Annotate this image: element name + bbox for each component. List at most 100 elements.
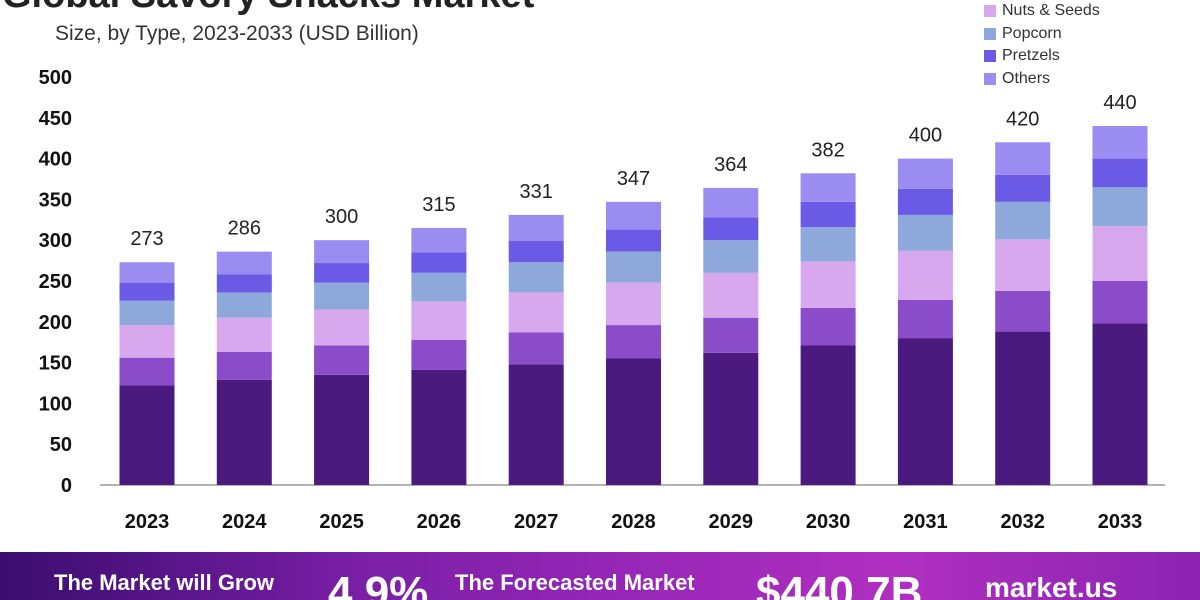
x-tick-label-2028: 2028 [611,511,656,533]
bar-segment-2033-s1 [1092,281,1148,324]
legend-label-pretzels: Pretzels [1002,47,1060,65]
bar-segment-2027-s5 [508,214,564,242]
bar-total-label-2033: 440 [1103,92,1136,114]
bar-total-label-2028: 347 [617,168,650,190]
bar-total-label-2024: 286 [228,218,261,240]
bar-segment-2029-s3 [703,240,759,273]
bar-segment-2028-s2 [606,282,661,326]
legend-label-nuts-seeds: Nuts & Seeds [1002,2,1100,20]
y-tick-label-300: 300 [39,230,72,252]
legend-item-pretzels: Pretzels [984,45,1200,68]
legend: Nuts & Seeds Popcorn Pretzels Others [984,0,1200,90]
bar-segment-2026-s0 [411,369,467,485]
bar-segment-2031-s2 [897,250,953,300]
y-tick-label-350: 350 [39,189,72,211]
bar-segment-2031-s4 [897,188,953,215]
bar-segment-2025-s3 [314,282,370,310]
bar-total-label-2027: 331 [520,181,553,203]
footer-forecast-value: $440.7B [756,568,923,600]
bar-segment-2024-s0 [216,379,272,485]
bar-segment-2032-s4 [995,174,1051,202]
bar-segment-2029-s1 [703,317,759,353]
legend-swatch-others [984,72,996,85]
bar-total-label-2026: 315 [422,194,455,216]
chart-subtitle: Size, by Type, 2023-2033 (USD Billion) [55,22,419,45]
bar-segment-2024-s1 [216,351,272,380]
bar-segment-2028-s1 [606,325,661,359]
bar-segment-2028-s3 [606,251,661,283]
x-tick-label-2026: 2026 [417,511,462,533]
bar-segment-2023-s3 [119,300,175,326]
bar-segment-2025-s4 [314,263,370,283]
bar-segment-2030-s5 [800,173,856,202]
footer-banner: The Market will Grow 4.9% The Forecasted… [0,552,1200,600]
x-tick-label-2032: 2032 [1000,511,1045,533]
bar-segment-2027-s0 [508,364,564,485]
bar-segment-2030-s1 [800,307,856,346]
bar-segment-2033-s0 [1092,323,1148,485]
bar-segment-2031-s5 [897,158,953,189]
bar-segment-2026-s2 [411,301,467,340]
bar-segment-2028-s5 [606,201,661,230]
footer-forecast-label: The Forecasted Market [455,570,695,595]
x-tick-label-2024: 2024 [222,511,267,533]
y-tick-label-200: 200 [39,312,72,334]
bar-segment-2027-s1 [508,332,564,365]
bar-segment-2025-s0 [314,374,370,485]
x-tick-label-2033: 2033 [1098,511,1143,533]
legend-swatch-popcorn [984,27,996,40]
bar-segment-2028-s4 [606,229,661,252]
bar-segment-2029-s4 [703,217,759,241]
y-tick-label-500: 500 [39,67,72,89]
bar-segment-2033-s5 [1092,125,1148,159]
x-tick-label-2025: 2025 [319,511,364,533]
bar-segment-2033-s2 [1092,226,1148,281]
chart-title: Global Savory Snacks Market [2,0,534,17]
y-tick-label-400: 400 [39,149,72,171]
bar-segment-2025-s1 [314,345,370,375]
bar-segment-2030-s0 [800,345,856,485]
x-tick-label-2031: 2031 [903,511,948,533]
bar-segment-2024-s5 [216,251,272,275]
bar-segment-2024-s3 [216,292,272,318]
y-tick-label-250: 250 [39,271,72,293]
bar-segment-2026-s5 [411,227,467,253]
bar-segment-2030-s3 [800,227,856,262]
bar-segment-2025-s2 [314,309,370,346]
bar-segment-2024-s2 [216,317,272,352]
bar-segment-2033-s4 [1092,158,1148,188]
x-tick-label-2029: 2029 [709,511,754,533]
chart-plot: 0 50 100 150 200 250 300 350 400 450 500 273 2023 286… [39,67,1165,533]
bar-segment-2023-s2 [119,325,175,358]
bar-segment-2031-s3 [897,214,953,251]
bar-segment-2023-s4 [119,282,175,301]
x-tick-label-2023: 2023 [125,511,170,533]
bar-total-label-2025: 300 [325,206,358,228]
bar-segment-2026-s4 [411,252,467,273]
bar-segment-2030-s2 [800,261,856,308]
y-tick-label-50: 50 [50,434,72,456]
bar-segment-2029-s2 [703,272,759,318]
footer-cagr-value: 4.9% [328,568,429,600]
bar-segment-2026-s3 [411,272,467,302]
legend-label-popcorn: Popcorn [1002,24,1062,42]
x-tick-label-2027: 2027 [514,511,559,533]
bar-segment-2029-s5 [703,187,759,218]
bar-segment-2023-s1 [119,357,175,386]
y-tick-label-100: 100 [39,393,72,415]
legend-item-others: Others [984,68,1200,91]
bar-total-label-2029: 364 [714,154,747,176]
footer-grow-label: The Market will Grow [54,570,275,595]
bar-total-label-2031: 400 [909,125,942,147]
bar-segment-2032-s0 [995,331,1051,485]
bar-segment-2032-s5 [995,142,1051,175]
legend-item-popcorn: Popcorn [984,23,1200,46]
bar-segment-2024-s4 [216,274,272,293]
bar-total-label-2032: 420 [1006,108,1039,130]
y-tick-label-0: 0 [61,475,72,497]
bar-total-label-2030: 382 [811,139,844,161]
legend-label-others: Others [1002,69,1051,87]
bar-segment-2030-s4 [800,201,856,228]
bar-segment-2032-s2 [995,239,1051,291]
bar-segment-2033-s3 [1092,187,1148,227]
